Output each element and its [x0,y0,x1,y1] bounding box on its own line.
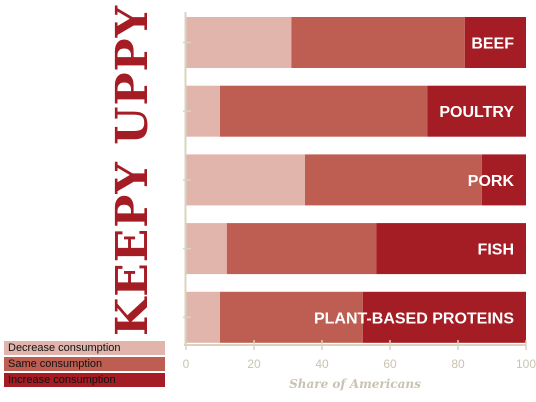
x-tick-label: 60 [383,357,397,371]
category-label: PLANT-BASED PROTEINS [314,310,514,327]
category-label: BEEF [471,36,514,53]
bar-beef-same [291,17,465,68]
bar-poultry-increase [427,85,526,137]
legend: Decrease consumption Same consumption In… [4,341,165,389]
legend-item-same: Same consumption [4,357,165,371]
bar-beef-decrease [186,17,292,68]
x-tick-label: 80 [451,357,465,371]
bar-fish-increase [376,223,526,275]
x-tick-label: 40 [315,357,329,371]
category-label: POULTRY [439,104,514,121]
bar-plant-based-proteins-same [220,291,363,343]
category-label: PORK [468,173,515,190]
x-axis-label: Share of Americans [289,377,421,391]
bar-pork-decrease [186,154,305,206]
legend-item-decrease: Decrease consumption [4,341,165,355]
bar-plant-based-proteins-decrease [186,291,220,343]
bar-fish-same [226,223,377,275]
bar-plant-based-proteins-increase [362,291,526,343]
legend-item-increase: Increase consumption [4,373,165,387]
bar-pork-same [305,154,482,206]
category-label: FISH [478,242,514,259]
bar-poultry-decrease [186,85,220,137]
bar-pork-increase [481,154,526,206]
x-tick-label: 0 [183,357,190,371]
x-tick-label: 20 [247,357,261,371]
bar-fish-decrease [186,223,227,275]
bar-beef-increase [464,17,526,68]
bar-poultry-same [220,85,428,137]
x-tick-label: 100 [516,357,536,371]
